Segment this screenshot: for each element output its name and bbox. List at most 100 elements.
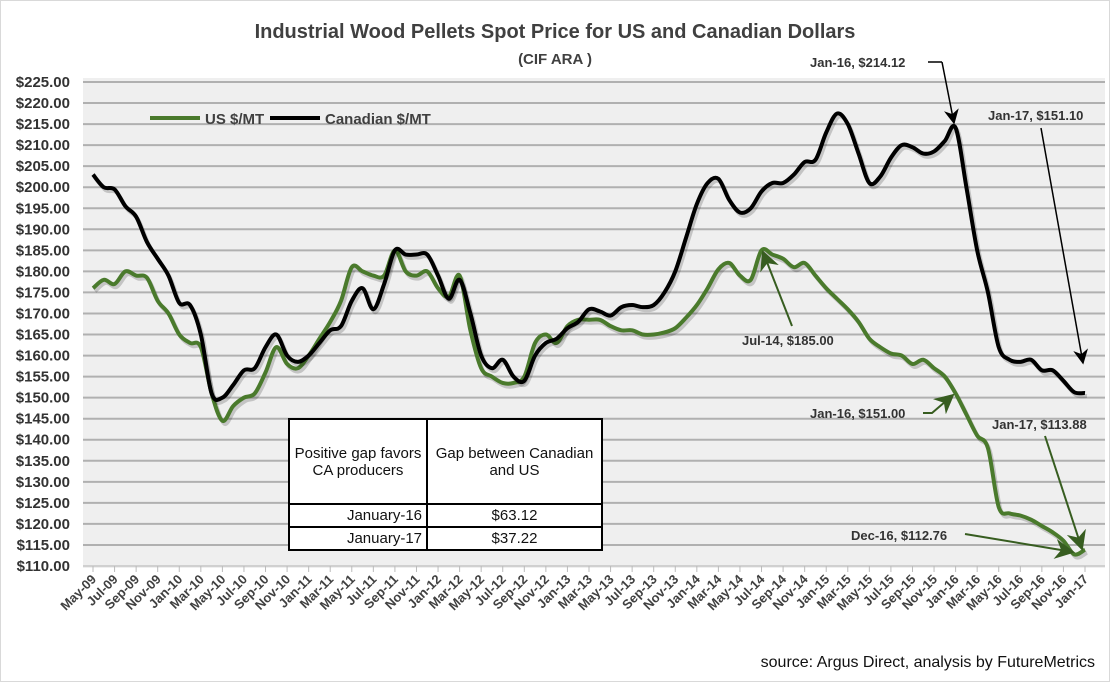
y-tick-label: $135.00 bbox=[16, 453, 70, 470]
annotation-us-dec16: Dec-16, $112.76 bbox=[851, 528, 947, 543]
annotation-ca-jan17: Jan-17, $151.10 bbox=[988, 108, 1083, 123]
data-point bbox=[1061, 379, 1065, 383]
data-point bbox=[684, 236, 688, 240]
gap-table: Positive gap favors CA producers Gap bet… bbox=[288, 418, 603, 551]
data-point bbox=[468, 328, 472, 332]
data-point bbox=[264, 370, 268, 374]
data-point bbox=[522, 379, 526, 383]
data-point bbox=[188, 341, 192, 345]
data-point bbox=[727, 261, 731, 265]
y-tick-label: $170.00 bbox=[16, 305, 70, 322]
data-point bbox=[857, 320, 861, 324]
annotation-arrow bbox=[1044, 435, 1086, 551]
data-point bbox=[307, 354, 311, 358]
data-point bbox=[1051, 530, 1055, 534]
table-header-cell: Gap between Canadian and US bbox=[426, 418, 603, 505]
data-point bbox=[889, 351, 893, 355]
y-tick-label: $210.00 bbox=[16, 137, 70, 154]
data-point bbox=[177, 301, 181, 305]
data-point bbox=[533, 354, 537, 358]
data-point bbox=[803, 261, 807, 265]
data-point bbox=[102, 278, 106, 282]
y-tick-label: $145.00 bbox=[16, 411, 70, 428]
data-point bbox=[220, 419, 224, 423]
data-point bbox=[954, 391, 958, 395]
data-point bbox=[749, 206, 753, 210]
data-point bbox=[824, 286, 828, 290]
data-point bbox=[285, 354, 289, 358]
data-point bbox=[932, 149, 936, 153]
data-point bbox=[210, 391, 214, 395]
data-point bbox=[997, 345, 1001, 349]
annotation-arrow bbox=[941, 61, 959, 125]
data-point bbox=[619, 328, 623, 332]
data-point bbox=[134, 274, 138, 278]
data-point bbox=[220, 396, 224, 400]
data-point bbox=[932, 366, 936, 370]
data-point bbox=[609, 314, 613, 318]
data-point bbox=[156, 299, 160, 303]
y-tick-label: $160.00 bbox=[16, 348, 70, 365]
data-point bbox=[404, 269, 408, 273]
data-point bbox=[738, 210, 742, 214]
data-point bbox=[253, 391, 257, 395]
data-point bbox=[533, 341, 537, 345]
data-point bbox=[921, 152, 925, 156]
data-point bbox=[91, 286, 95, 290]
data-point bbox=[544, 333, 548, 337]
y-tick-label: $155.00 bbox=[16, 369, 70, 386]
data-point bbox=[619, 305, 623, 309]
data-point bbox=[770, 181, 774, 185]
data-point bbox=[458, 278, 462, 282]
data-point bbox=[458, 274, 462, 278]
data-point bbox=[479, 366, 483, 370]
data-point bbox=[706, 181, 710, 185]
legend-label-us: US $/MT bbox=[205, 111, 264, 128]
annotation-us-jul14: Jul-14, $185.00 bbox=[742, 333, 834, 348]
data-point bbox=[1040, 524, 1044, 528]
data-point bbox=[662, 290, 666, 294]
data-point bbox=[123, 269, 127, 273]
data-point bbox=[630, 328, 634, 332]
data-point bbox=[177, 333, 181, 337]
data-point bbox=[156, 257, 160, 261]
data-point bbox=[479, 354, 483, 358]
table-row: January-17 $37.22 bbox=[288, 526, 603, 551]
y-tick-label: $205.00 bbox=[16, 158, 70, 175]
data-point bbox=[867, 337, 871, 341]
data-point bbox=[544, 341, 548, 345]
data-point bbox=[188, 303, 192, 307]
annotation-us-jan17: Jan-17, $113.88 bbox=[992, 417, 1087, 432]
data-point bbox=[145, 240, 149, 244]
data-point bbox=[975, 434, 979, 438]
data-point bbox=[1029, 518, 1033, 522]
data-point bbox=[792, 265, 796, 269]
table-cell: January-16 bbox=[288, 503, 428, 528]
y-tick-label: $120.00 bbox=[16, 516, 70, 533]
data-point bbox=[350, 265, 354, 269]
data-point bbox=[242, 396, 246, 400]
data-point bbox=[555, 337, 559, 341]
data-point bbox=[975, 248, 979, 252]
annotation-us-jan16: Jan-16, $151.00 bbox=[810, 406, 905, 421]
y-tick-label: $225.00 bbox=[16, 74, 70, 91]
data-point bbox=[716, 267, 720, 271]
data-point bbox=[199, 333, 203, 337]
series-canadian bbox=[91, 111, 1088, 405]
table-cell: January-17 bbox=[288, 526, 428, 551]
data-point bbox=[361, 269, 365, 273]
series-line bbox=[91, 111, 1086, 402]
data-point bbox=[425, 269, 429, 273]
y-tick-label: $180.00 bbox=[16, 263, 70, 280]
chart-subtitle: (CIF ARA ) bbox=[518, 51, 592, 68]
data-point bbox=[673, 326, 677, 330]
data-point bbox=[1083, 548, 1087, 552]
data-point bbox=[824, 131, 828, 135]
annotations: Jan-16, $214.12 Jan-17, $151.10 Jul-14, … bbox=[742, 55, 1089, 559]
data-point bbox=[997, 505, 1001, 509]
data-point bbox=[231, 383, 235, 387]
data-point bbox=[436, 274, 440, 278]
data-point bbox=[910, 362, 914, 366]
data-point bbox=[792, 173, 796, 177]
data-point bbox=[716, 177, 720, 181]
